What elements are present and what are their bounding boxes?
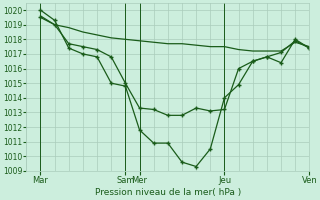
X-axis label: Pression niveau de la mer( hPa ): Pression niveau de la mer( hPa ) — [95, 188, 241, 197]
